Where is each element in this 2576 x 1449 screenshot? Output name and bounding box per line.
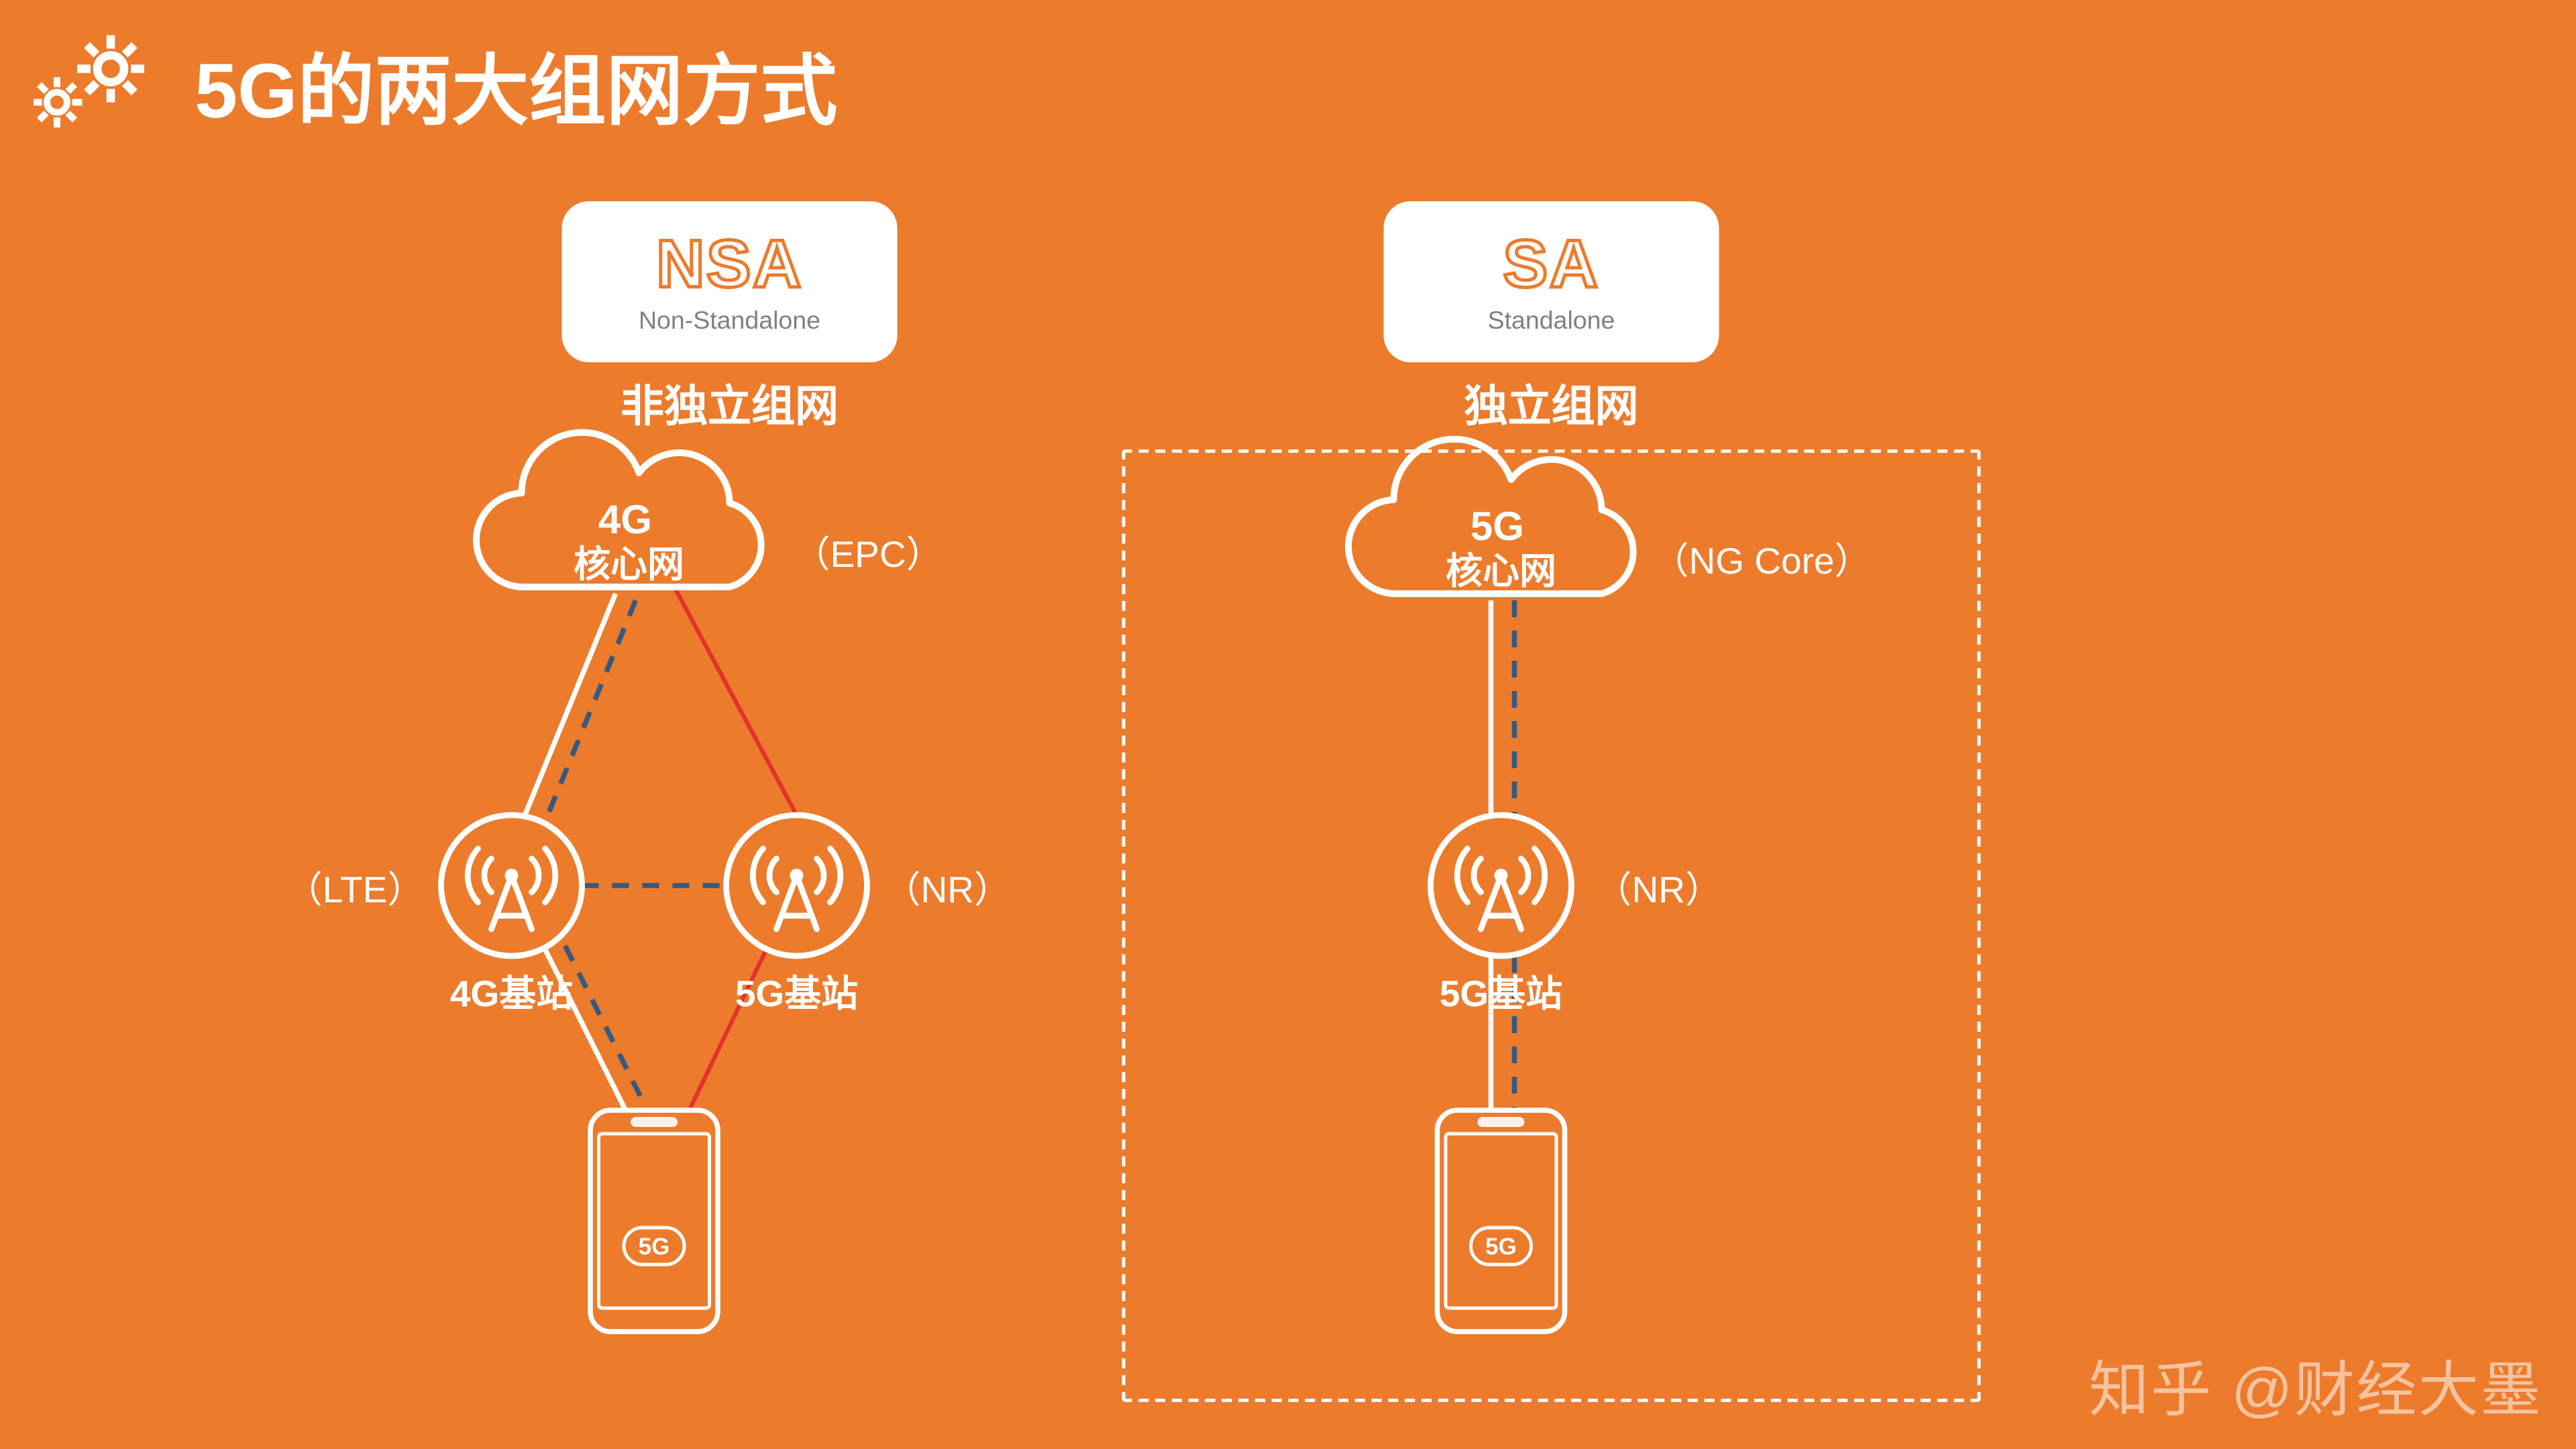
svg-text:5G 核心网: 5G 核心网 (1446, 504, 1556, 592)
bs-4g-paren: （LTE） (286, 869, 425, 910)
badge-abbr-nsa: NSA (656, 228, 803, 304)
badge-sub-sa: Standalone (1488, 307, 1615, 336)
phone-nsa-icon: 5G (590, 1110, 718, 1332)
title-bar: 5G的两大组网方式 (34, 30, 837, 141)
badge-abbr-sa: SA (1503, 228, 1600, 304)
bs-5g-sa-icon (1431, 815, 1572, 956)
phone-sa-icon: 5G (1438, 1110, 1565, 1332)
svg-text:5G: 5G (1485, 1234, 1517, 1260)
bs-5g-nsa-label: 5G基站 (735, 973, 858, 1014)
diagram-sa: 5G 核心网 （NG Core） 5G基站 （NR） 5G (1116, 449, 1988, 1397)
badge-nsa: NSA Non-Standalone (562, 201, 898, 362)
core-paren-sa: （NG Core） (1652, 540, 1872, 582)
page-title: 5G的两大组网方式 (195, 30, 837, 141)
badge-sub-nsa: Non-Standalone (639, 307, 820, 336)
bs-5g-sa-paren: （NR） (1595, 869, 1722, 910)
core-cloud-nsa: 4G 核心网 (476, 433, 761, 587)
panel-nsa: NSA Non-Standalone 非独立组网 (294, 201, 1166, 1409)
badge-sa: SA Standalone (1384, 201, 1719, 362)
core-paren-nsa: （EPC） (794, 533, 943, 575)
bs-5g-sa-label: 5G基站 (1440, 973, 1562, 1014)
gears-icon (34, 32, 154, 140)
diagram-nsa: 4G 核心网 （EPC） 4G基站 （LTE） 5G基站 （NR） 5G (294, 449, 1166, 1397)
badge-cn-sa: 独立组网 (1464, 372, 1638, 435)
slide: 5G的两大组网方式 NSA Non-Standalone 非独立组网 (0, 0, 2576, 1449)
core-cloud-sa: 5G 核心网 (1348, 439, 1633, 594)
bs-5g-nsa-icon (727, 815, 867, 956)
svg-text:4G 核心网: 4G 核心网 (574, 497, 684, 585)
bs-5g-nsa-paren: （NR） (884, 869, 1011, 910)
bs-4g-icon (441, 815, 582, 956)
bs-4g-label: 4G基站 (450, 973, 573, 1014)
panel-sa: SA Standalone 独立组网 5G 核心网 (1116, 201, 1988, 1409)
badge-cn-nsa: 非独立组网 (621, 372, 839, 435)
svg-text:5G: 5G (639, 1234, 670, 1260)
watermark: 知乎 @财经大墨 (2089, 1342, 2542, 1429)
